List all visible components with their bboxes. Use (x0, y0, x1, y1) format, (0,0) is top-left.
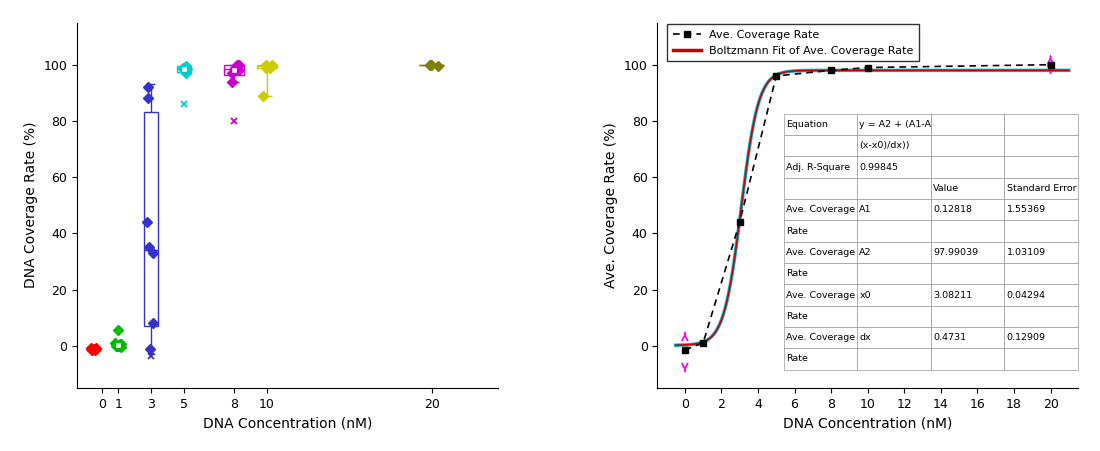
Bar (144, 112, 158, 326)
Bar (113, 344, 123, 346)
Legend: Ave. Coverage Rate, Boltzmann Fit of Ave. Coverage Rate: Ave. Coverage Rate, Boltzmann Fit of Ave… (668, 24, 920, 61)
Bar (177, 66, 191, 72)
Bar (256, 64, 276, 68)
Bar (419, 64, 444, 65)
Y-axis label: Ave. Coverage Rate (%): Ave. Coverage Rate (%) (604, 122, 618, 288)
Bar (89, 347, 98, 350)
Y-axis label: DNA Coverage Rate (%): DNA Coverage Rate (%) (24, 122, 37, 289)
X-axis label: DNA Concentration (nM): DNA Concentration (nM) (202, 416, 372, 430)
X-axis label: DNA Concentration (nM): DNA Concentration (nM) (783, 416, 953, 430)
Bar (223, 64, 243, 74)
